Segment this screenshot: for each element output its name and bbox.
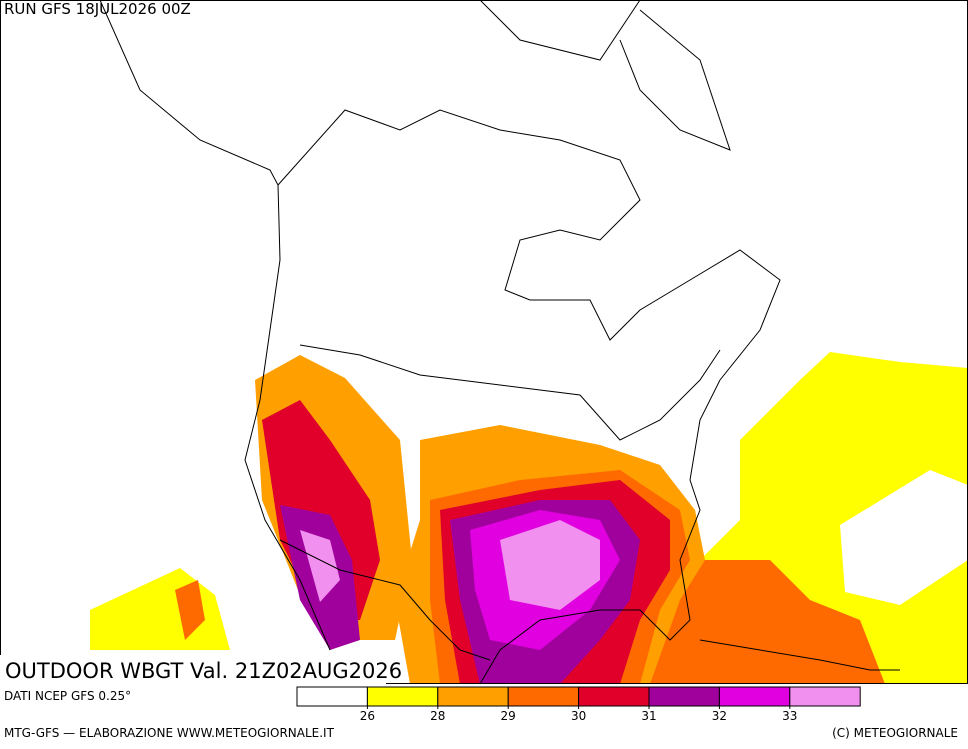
tick-label: 32: [712, 709, 727, 723]
coastline: [479, 0, 731, 151]
border: [299, 344, 721, 441]
tick-label: 29: [501, 709, 516, 723]
field-area: [500, 520, 600, 610]
color-swatch: [789, 686, 861, 707]
coastline: [699, 639, 900, 671]
footer-left: MTG-GFS — ELABORAZIONE WWW.METEOGIORNALE…: [4, 726, 335, 740]
tick-label: 31: [641, 709, 656, 723]
tick-label: 33: [782, 709, 797, 723]
field-area: [840, 470, 968, 605]
footer-right: (C) METEOGIORNALE: [832, 726, 958, 740]
map-label: OUTDOOR WBGT Val. 21Z02AUG2026: [5, 659, 402, 683]
run-info: RUN GFS 18JUL2026 00Z: [4, 0, 191, 18]
border: [279, 539, 491, 661]
source: DATI NCEP GFS 0.25°: [4, 689, 131, 703]
tick-label: 28: [430, 709, 445, 723]
color-swatch: [578, 686, 650, 707]
field-area: [175, 580, 205, 640]
color-swatch: [648, 686, 720, 707]
color-swatch: [366, 686, 439, 707]
field-area: [300, 530, 340, 602]
coastline: [277, 109, 781, 685]
color-swatch: [718, 686, 791, 707]
color-swatch: [296, 686, 368, 707]
tick-label: 26: [360, 709, 375, 723]
tick-label: 30: [571, 709, 586, 723]
field-area: [640, 560, 885, 684]
color-swatch: [437, 686, 509, 707]
coastlines: [99, 0, 900, 685]
wbgt-field: [90, 352, 968, 684]
color-swatch: [507, 686, 580, 707]
colorbar: 26 28 29 30 31 32 33: [296, 686, 861, 723]
label-box: [0, 655, 386, 684]
coastline: [99, 0, 331, 651]
